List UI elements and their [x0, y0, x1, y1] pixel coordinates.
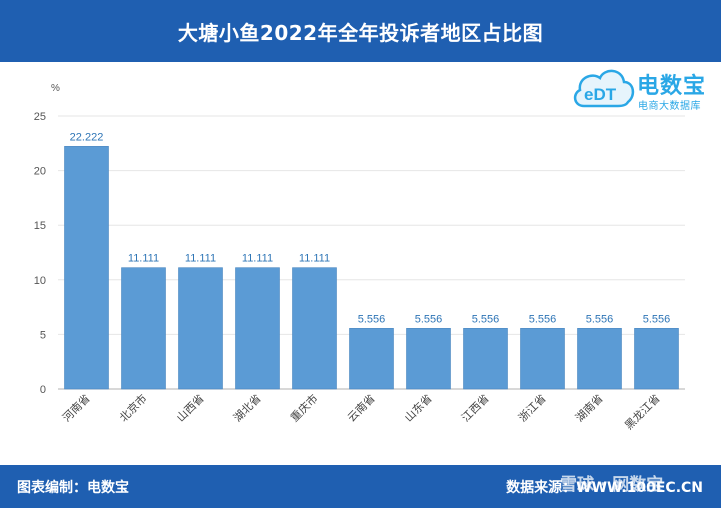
- data-label: 11.111: [128, 253, 159, 265]
- data-label: 22.222: [70, 131, 104, 143]
- x-tick-label: 山东省: [402, 392, 435, 425]
- bar-湖北省: [235, 267, 280, 390]
- bar-湖南省: [577, 328, 622, 390]
- bars: 22.222 11.111 11.111 11.111 11.111 5.556 5.556…: [64, 131, 679, 390]
- bar-浙江省: [520, 328, 565, 390]
- x-tick-label: 山西省: [174, 392, 207, 425]
- bar-黑龙江省: [634, 328, 679, 390]
- title-bar: 大塘小鱼2022年全年投诉者地区占比图: [0, 0, 721, 62]
- y-tick-label: 0: [40, 384, 46, 396]
- data-label: 5.556: [415, 313, 443, 325]
- data-label: 5.556: [529, 313, 557, 325]
- x-tick-label: 黑龙江省: [622, 392, 662, 432]
- data-label: 5.556: [586, 313, 614, 325]
- x-tick-label: 江西省: [459, 392, 492, 425]
- x-tick-label: 湖北省: [231, 392, 264, 425]
- y-axis-unit-label: %: [51, 83, 60, 94]
- logo-subtitle: 电商大数据库: [638, 101, 701, 112]
- logo-brand-name: 电数宝: [637, 74, 707, 99]
- footer-bar: 图表编制：电数宝 数据来源：WWW.100EC.CN: [0, 465, 721, 508]
- logo-mark-text: eDT: [584, 85, 617, 104]
- y-tick-label: 20: [34, 166, 46, 178]
- data-label: 11.111: [242, 253, 273, 265]
- y-tick-label: 15: [34, 220, 46, 232]
- bar-北京市: [121, 267, 166, 390]
- y-tick-label: 10: [34, 275, 46, 287]
- bar-chart: 0 5 10 15 20 25% 22.222 11.111 11.111 11.111 11.1…: [34, 83, 685, 432]
- y-tick-label: 25: [34, 111, 46, 123]
- cloud-logo-icon: eDT: [573, 69, 635, 108]
- x-tick-label: 北京市: [116, 391, 149, 424]
- data-label: 11.111: [299, 253, 330, 265]
- chart-title: 大塘小鱼2022年全年投诉者地区占比图: [177, 20, 544, 45]
- bar-重庆市: [292, 267, 337, 390]
- bar-江西省: [463, 328, 508, 390]
- y-axis: 0 5 10 15 20 25%: [34, 83, 60, 396]
- data-label: 5.556: [472, 313, 500, 325]
- bar-河南省: [64, 146, 109, 390]
- x-tick-label: 浙江省: [516, 392, 549, 425]
- x-tick-label: 河南省: [60, 392, 93, 425]
- brand-logo: eDT 电数宝 电商大数据库: [570, 64, 720, 114]
- data-label: 11.111: [185, 253, 216, 265]
- bar-山东省: [406, 328, 451, 390]
- footer-credit: 图表编制：电数宝: [17, 480, 129, 496]
- x-axis: 河南省 北京市 山西省 湖北省 重庆市 云南省 山东省 江西省 浙江省 湖南省 黑龙江省: [60, 391, 663, 432]
- y-tick-label: 5: [40, 329, 46, 341]
- data-label: 5.556: [358, 313, 386, 325]
- x-tick-label: 云南省: [345, 392, 378, 425]
- footer-source: 数据来源：WWW.100EC.CN: [506, 480, 703, 496]
- bar-山西省: [178, 267, 223, 390]
- x-tick-label: 重庆市: [287, 391, 320, 424]
- bar-云南省: [349, 328, 394, 390]
- x-tick-label: 湖南省: [573, 392, 606, 425]
- data-label: 5.556: [643, 313, 671, 325]
